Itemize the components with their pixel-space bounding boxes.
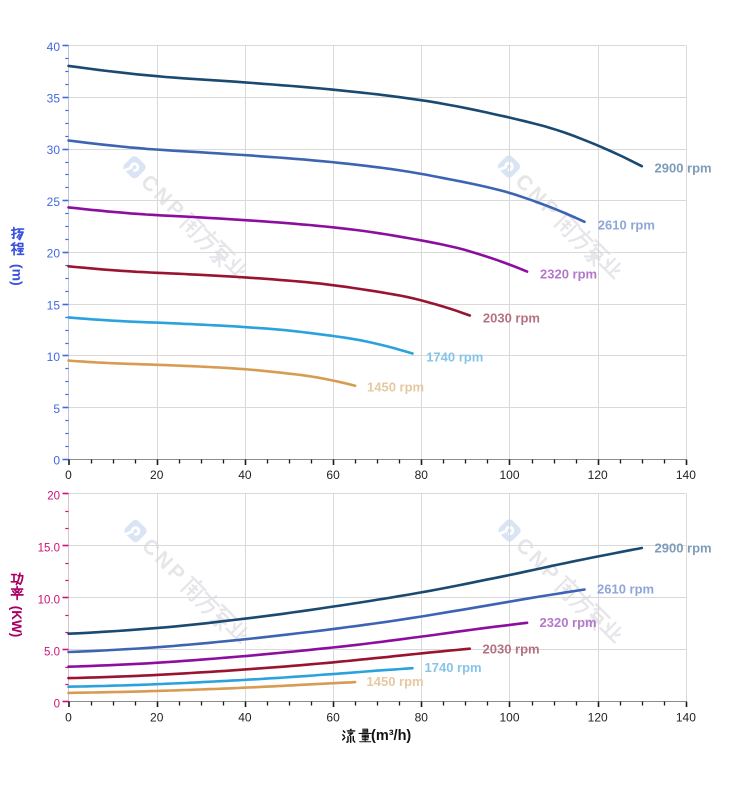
svg-text:1740 rpm: 1740 rpm (425, 660, 482, 675)
svg-text:40: 40 (238, 468, 252, 482)
svg-text:2030 rpm: 2030 rpm (483, 311, 540, 326)
svg-text:2030 rpm: 2030 rpm (483, 641, 540, 656)
svg-text:20: 20 (47, 491, 60, 503)
svg-text:10: 10 (47, 350, 61, 364)
svg-text:30: 30 (47, 143, 61, 157)
svg-text:120: 120 (588, 711, 608, 725)
svg-text:(m): (m) (10, 264, 26, 286)
svg-text:140: 140 (676, 468, 696, 482)
svg-text:100: 100 (499, 711, 519, 725)
svg-text:2320 rpm: 2320 rpm (540, 266, 597, 281)
svg-text:0: 0 (54, 699, 60, 711)
svg-text:(m³/h): (m³/h) (371, 728, 411, 744)
svg-text:80: 80 (415, 711, 429, 725)
svg-text:2900 rpm: 2900 rpm (655, 161, 712, 176)
svg-text:1450 rpm: 1450 rpm (367, 674, 424, 689)
svg-text:0: 0 (65, 711, 72, 725)
svg-text:0: 0 (53, 454, 60, 468)
svg-text:5.0: 5.0 (44, 647, 60, 659)
svg-text:80: 80 (415, 468, 429, 482)
svg-text:35: 35 (47, 92, 61, 106)
svg-text:60: 60 (326, 711, 340, 725)
svg-text:15: 15 (47, 298, 61, 312)
svg-text:15.0: 15.0 (38, 543, 60, 555)
svg-text:20: 20 (47, 247, 61, 261)
svg-text:60: 60 (326, 468, 340, 482)
svg-text:0: 0 (65, 468, 72, 482)
svg-text:1450 rpm: 1450 rpm (367, 379, 424, 394)
svg-text:2320 rpm: 2320 rpm (540, 615, 597, 630)
svg-text:40: 40 (47, 40, 61, 54)
svg-text:120: 120 (588, 468, 608, 482)
svg-text:25: 25 (47, 195, 61, 209)
svg-text:5: 5 (53, 402, 60, 416)
svg-text:2900 rpm: 2900 rpm (655, 541, 712, 556)
svg-text:20: 20 (150, 468, 164, 482)
svg-text:100: 100 (499, 468, 519, 482)
svg-text:40: 40 (238, 711, 252, 725)
svg-text:10.0: 10.0 (38, 595, 60, 607)
svg-text:2610 rpm: 2610 rpm (598, 217, 655, 232)
svg-text:2610 rpm: 2610 rpm (597, 582, 654, 597)
svg-text:20: 20 (150, 711, 164, 725)
svg-text:1740 rpm: 1740 rpm (426, 349, 483, 364)
svg-text:140: 140 (676, 711, 696, 725)
svg-text:(KW): (KW) (9, 606, 24, 637)
